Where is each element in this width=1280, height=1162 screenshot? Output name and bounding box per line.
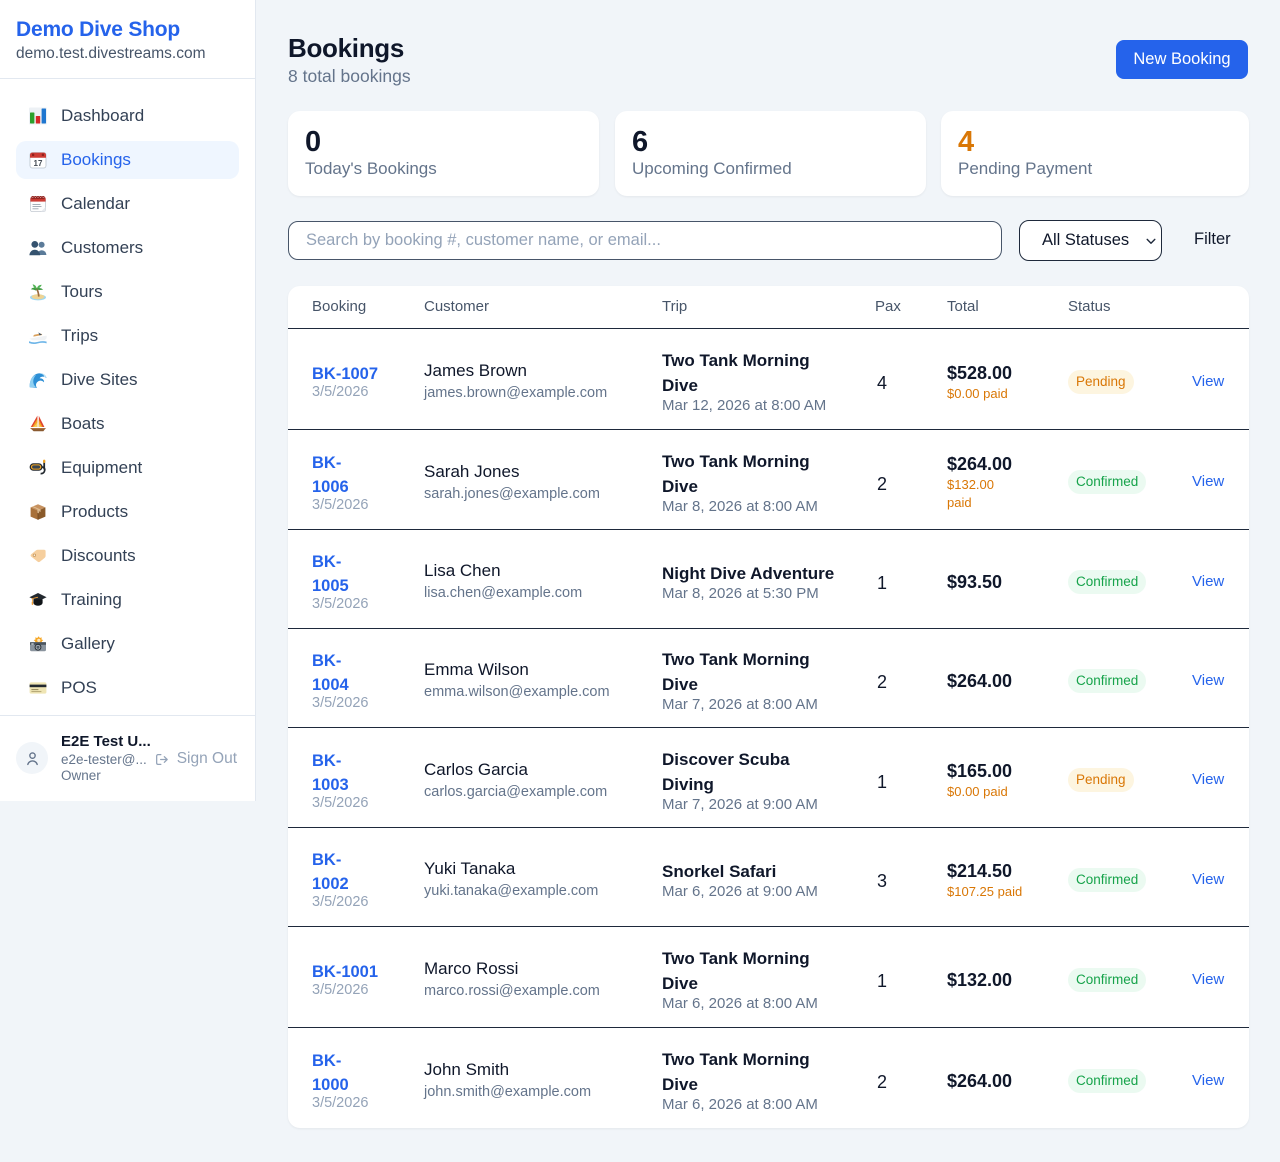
svg-text:17: 17 xyxy=(34,159,43,168)
